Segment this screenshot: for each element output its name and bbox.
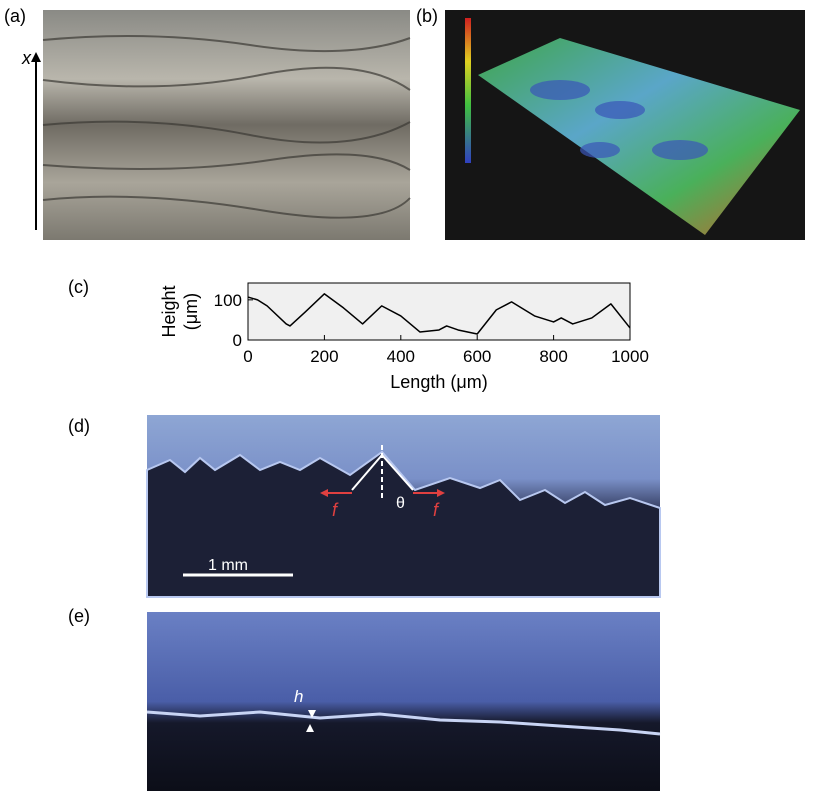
y-tick-label: 100 xyxy=(214,291,242,310)
axis-label: x xyxy=(21,48,32,68)
thickness-label: h xyxy=(294,687,303,706)
x-axis-label: Length (μm) xyxy=(390,372,487,392)
panel-label: (c) xyxy=(68,277,89,297)
panel-label: (d) xyxy=(68,416,90,436)
y-axis-label: Height xyxy=(159,285,179,337)
scale-label: 1 mm xyxy=(208,557,248,574)
figure: (a) x (b) (c) 0 200 400 600 800 1000 0 100 Lengt… xyxy=(0,0,815,791)
angle-label: θ xyxy=(396,495,405,512)
y-axis-label: (μm) xyxy=(181,293,201,330)
x-tick-label: 600 xyxy=(463,347,491,366)
arrow-head xyxy=(31,52,41,62)
chart: 0 200 400 600 800 1000 0 100 Length (μm) Height(μ… xyxy=(159,283,649,392)
side-view-photo xyxy=(147,612,660,791)
y-tick-label: 0 xyxy=(233,331,242,350)
x-tick-label: 800 xyxy=(539,347,567,366)
x-tick-label: 400 xyxy=(387,347,415,366)
panel-label: (b) xyxy=(416,6,438,26)
panel-label: (a) xyxy=(4,6,26,26)
panel-label: (e) xyxy=(68,606,90,626)
x-tick-label: 1000 xyxy=(611,347,649,366)
x-tick-label: 0 xyxy=(243,347,252,366)
color-scale xyxy=(465,18,471,163)
x-tick-label: 200 xyxy=(310,347,338,366)
